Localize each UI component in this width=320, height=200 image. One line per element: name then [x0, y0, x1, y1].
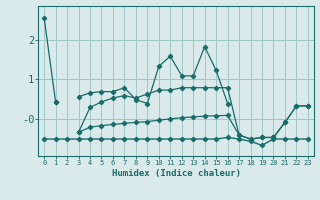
- X-axis label: Humidex (Indice chaleur): Humidex (Indice chaleur): [111, 169, 241, 178]
